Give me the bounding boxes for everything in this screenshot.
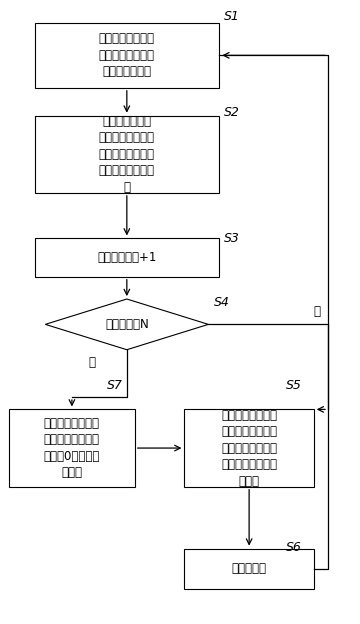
Text: S6: S6 bbox=[286, 542, 302, 555]
Text: 关机次数＞N: 关机次数＞N bbox=[105, 318, 149, 331]
FancyBboxPatch shape bbox=[35, 23, 219, 88]
FancyBboxPatch shape bbox=[35, 115, 219, 193]
Text: 空调接收关机信
号，电子膨胀阀保
持关机时的开度，
并存储当前开度信
息: 空调接收关机信 号，电子膨胀阀保 持关机时的开度， 并存储当前开度信 息 bbox=[99, 115, 155, 194]
Text: S5: S5 bbox=[286, 379, 302, 392]
Text: S3: S3 bbox=[224, 232, 240, 245]
Text: S4: S4 bbox=[214, 296, 230, 309]
Polygon shape bbox=[45, 299, 208, 349]
Text: S7: S7 bbox=[107, 379, 123, 392]
FancyBboxPatch shape bbox=[35, 238, 219, 277]
Text: 空调再次开机，计
算目标温度，控制
电子膨胀阀从关机
时的开度调节至目
标开度: 空调再次开机，计 算目标温度，控制 电子膨胀阀从关机 时的开度调节至目 标开度 bbox=[221, 409, 277, 487]
Text: 空调正常运行，实
时检测存储电子膨
胀阀的开度信息: 空调正常运行，实 时检测存储电子膨 胀阀的开度信息 bbox=[99, 32, 155, 79]
Text: 启动压缩机: 启动压缩机 bbox=[231, 562, 267, 575]
Text: 空调关机次数+1: 空调关机次数+1 bbox=[97, 251, 157, 264]
Text: S2: S2 bbox=[224, 106, 240, 119]
Text: 否: 否 bbox=[314, 305, 321, 318]
FancyBboxPatch shape bbox=[9, 409, 135, 487]
Text: 空调再次开机，进
行复位操作，关机
次数清0，重新开
始计数: 空调再次开机，进 行复位操作，关机 次数清0，重新开 始计数 bbox=[44, 417, 100, 479]
Text: S1: S1 bbox=[224, 9, 240, 22]
FancyBboxPatch shape bbox=[184, 548, 314, 589]
FancyBboxPatch shape bbox=[184, 409, 314, 487]
Text: 是: 是 bbox=[88, 356, 95, 369]
